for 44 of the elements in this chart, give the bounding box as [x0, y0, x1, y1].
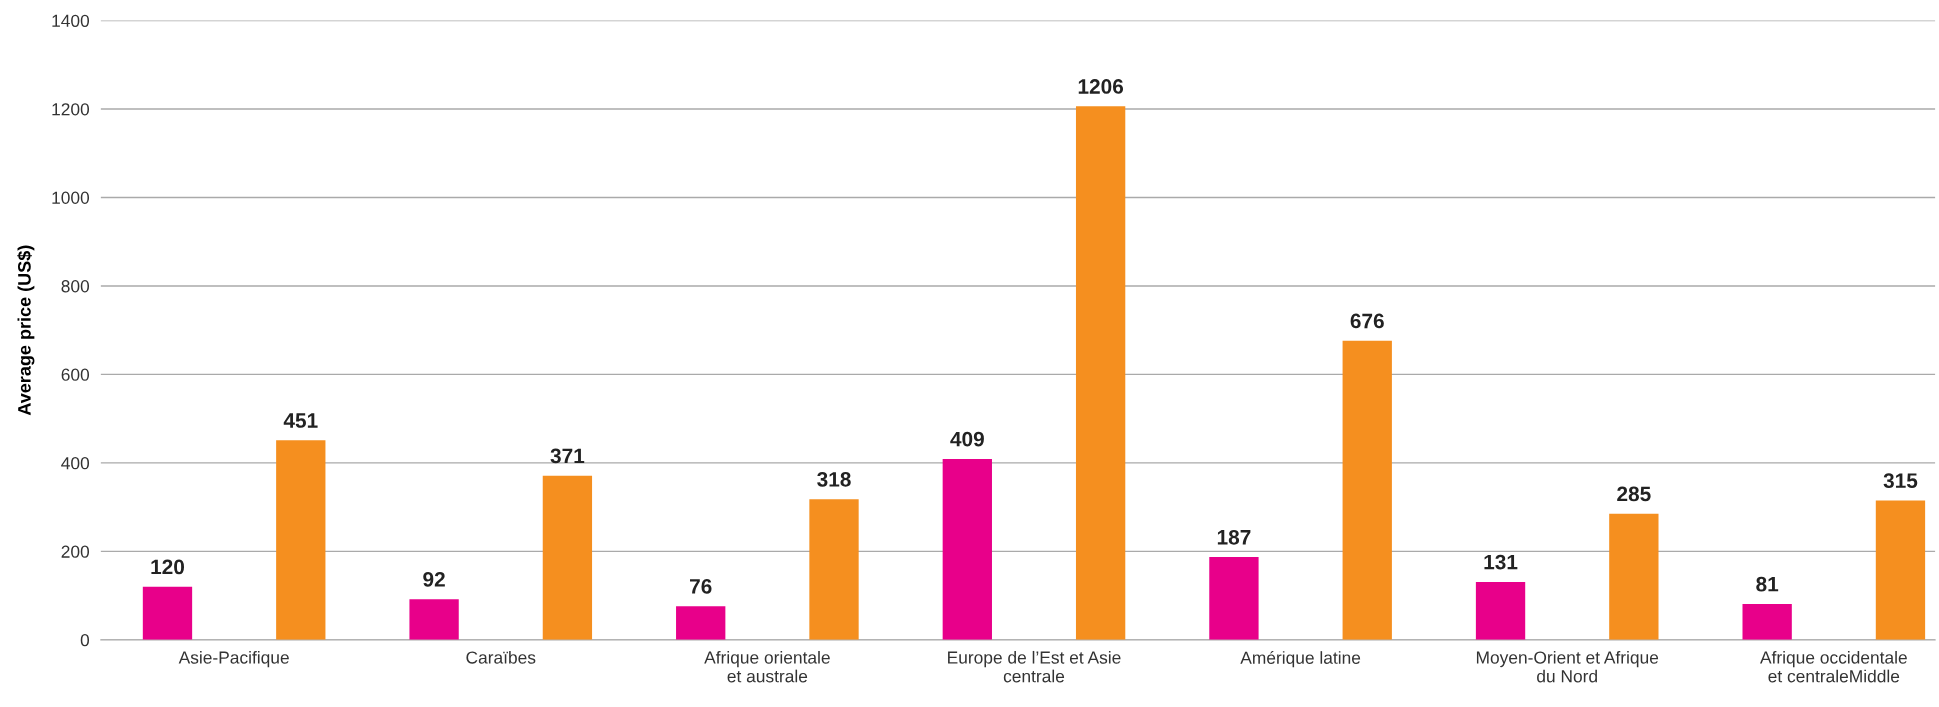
- y-tick-label: 400: [61, 457, 90, 470]
- y-tick-label: 200: [61, 545, 90, 558]
- bar: [542, 475, 593, 640]
- bar: [1475, 581, 1526, 640]
- bar: [1209, 557, 1259, 640]
- bar: [809, 499, 859, 640]
- data-label: 120: [151, 559, 185, 575]
- bar: [1609, 513, 1659, 640]
- x-tick-label: Moyen-Orient et Afrique du Nord: [1476, 650, 1659, 683]
- bar: [1342, 340, 1392, 640]
- data-label: 187: [1217, 529, 1251, 545]
- data-label: 451: [283, 413, 318, 428]
- data-label: 131: [1484, 554, 1518, 570]
- y-tick-label: 800: [61, 280, 90, 293]
- x-tick-label: Afrique orientale et australe: [704, 650, 830, 683]
- data-label: 92: [423, 571, 445, 587]
- bar: [676, 606, 726, 640]
- y-tick-label: 1200: [52, 103, 90, 116]
- y-tick-label: 1000: [52, 191, 90, 204]
- data-label: 76: [690, 579, 712, 594]
- x-tick-label: Amérique latine: [1240, 650, 1361, 668]
- y-tick-label: 600: [61, 368, 90, 381]
- bar: [1742, 604, 1792, 640]
- bar: [142, 586, 193, 640]
- data-label: 676: [1350, 313, 1384, 329]
- x-tick-label: Caraïbes: [466, 650, 536, 664]
- bar: [276, 440, 326, 640]
- x-tick-label: Asie-Pacifique: [178, 650, 289, 668]
- bar: [942, 458, 992, 640]
- data-label: 409: [950, 431, 984, 447]
- y-tick-label: 0: [80, 634, 90, 647]
- bar: [409, 599, 459, 640]
- y-axis-title: Average price (US$): [17, 245, 35, 416]
- data-label: 371: [550, 448, 585, 464]
- x-tick-label: Afrique occidentale et centraleMiddle: [1760, 650, 1907, 683]
- bar: [1075, 106, 1126, 640]
- bar: [1875, 500, 1926, 640]
- data-label: 81: [1756, 576, 1779, 592]
- y-tick-label: 1400: [52, 14, 90, 27]
- data-label: 1206: [1078, 79, 1124, 94]
- data-label: 315: [1883, 473, 1918, 489]
- data-label: 318: [817, 471, 851, 487]
- x-tick-label: Europe de l’Est et Asie centrale: [948, 650, 1121, 683]
- data-label: 285: [1617, 486, 1651, 502]
